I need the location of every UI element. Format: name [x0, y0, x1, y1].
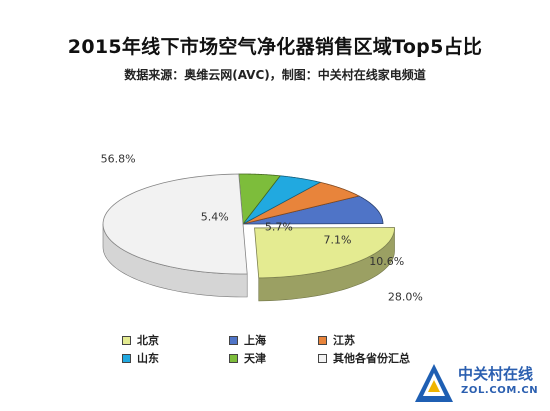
legend-swatch-3	[122, 353, 131, 363]
watermark: 中关村在线 ZOL.COM.CN	[414, 363, 542, 403]
legend-swatch-2	[318, 335, 327, 345]
data-label-5: 56.8%	[101, 153, 136, 166]
data-label-0: 28.0%	[388, 291, 423, 304]
legend-label-0: 北京	[137, 334, 159, 347]
zol-logo-icon	[415, 364, 453, 402]
legend-label-1: 上海	[244, 334, 266, 347]
legend-label-3: 山东	[137, 352, 159, 365]
data-label-3: 5.7%	[265, 221, 293, 234]
data-label-2: 7.1%	[324, 234, 352, 247]
legend-swatch-5	[318, 353, 327, 363]
legend-swatch-4	[229, 353, 238, 363]
data-label-1: 10.6%	[369, 255, 404, 268]
legend-label-2: 江苏	[333, 334, 355, 347]
legend-item-2: 江苏	[318, 333, 355, 347]
watermark-url: ZOL.COM.CN	[461, 385, 539, 396]
chart-subtitle: 数据来源：奥维云网(AVC)，制图：中关村在线家电频道	[124, 68, 426, 82]
watermark-brand: 中关村在线	[458, 365, 534, 383]
legend-label-4: 天津	[244, 352, 266, 365]
legend-item-0: 北京	[122, 333, 159, 347]
pie-slice-5	[102, 173, 248, 275]
pie-slice-2	[242, 181, 361, 225]
pie-slice-1	[242, 195, 384, 225]
legend-item-5: 其他各省份汇总	[318, 351, 410, 365]
legend-item-4: 天津	[229, 351, 266, 365]
legend-swatch-0	[122, 335, 131, 345]
legend-label-5: 其他各省份汇总	[333, 352, 410, 365]
legend-item-1: 上海	[229, 333, 266, 347]
legend-swatch-1	[229, 335, 238, 345]
pie-slice-3	[242, 175, 322, 225]
pie-slice-0	[254, 227, 395, 279]
data-label-4: 5.4%	[201, 210, 229, 223]
pie-slice-4	[238, 173, 281, 226]
legend-item-3: 山东	[122, 351, 159, 365]
chart-title: 2015年线下市场空气净化器销售区域Top5占比	[67, 36, 483, 58]
